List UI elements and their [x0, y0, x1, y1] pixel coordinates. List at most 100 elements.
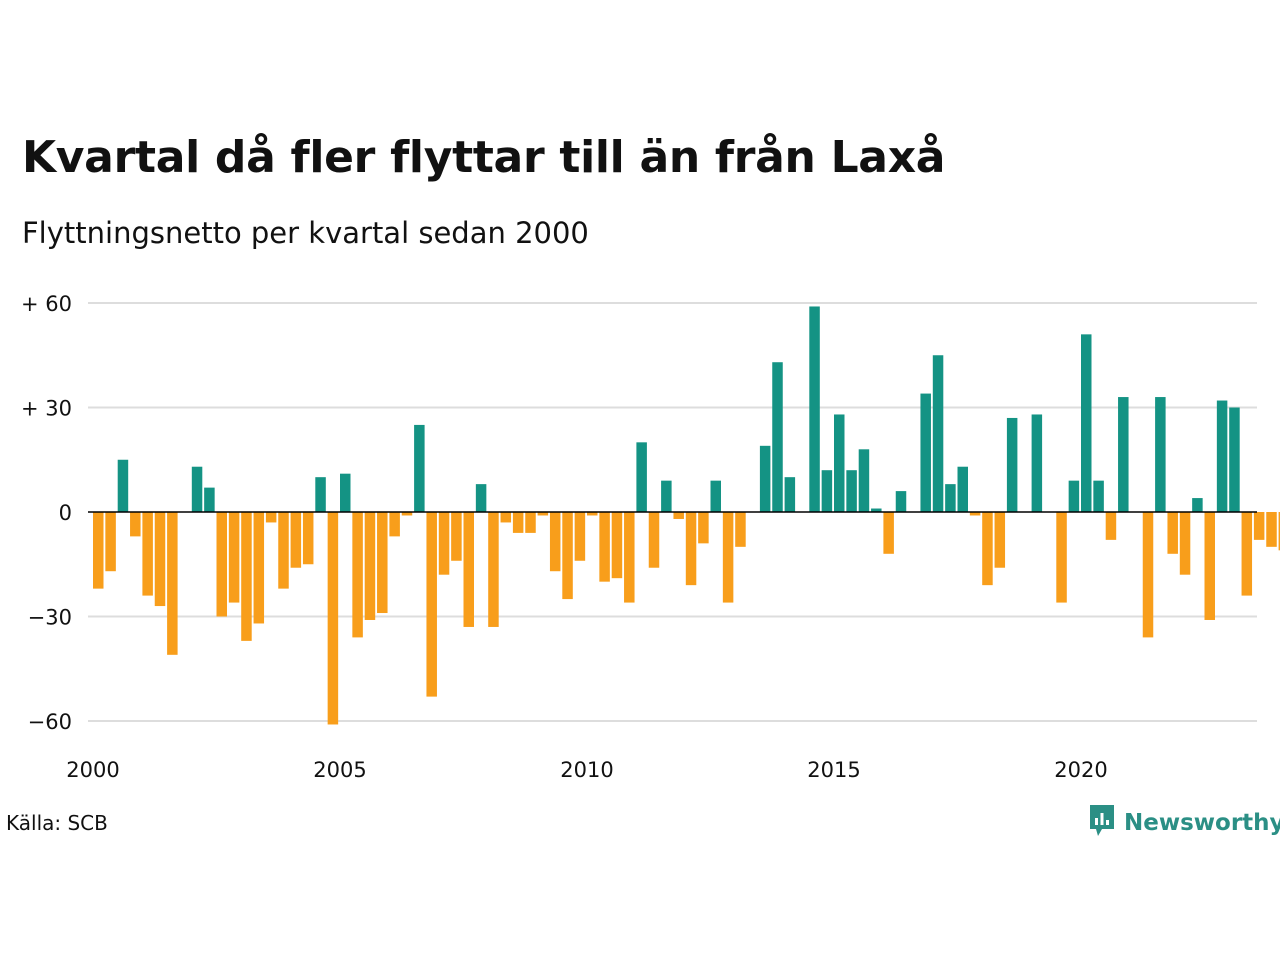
bar — [1105, 512, 1117, 540]
bar — [809, 306, 820, 512]
bar — [154, 512, 166, 607]
bar — [426, 512, 437, 697]
bar — [451, 512, 462, 561]
bar — [512, 512, 524, 533]
bar — [327, 512, 339, 725]
bar — [599, 512, 610, 582]
bar — [93, 512, 104, 589]
bar — [1278, 512, 1280, 551]
bar — [710, 480, 721, 512]
bar — [1204, 512, 1215, 620]
bar — [1253, 512, 1265, 540]
gridlines — [88, 302, 1257, 722]
bar — [562, 512, 573, 600]
bar — [1056, 512, 1067, 603]
bar — [735, 512, 746, 547]
bar — [834, 414, 845, 512]
bar — [1179, 512, 1191, 575]
chart-title: Kvartal då fler flyttar till än från Lax… — [22, 132, 946, 183]
bar — [685, 512, 697, 586]
bar — [858, 449, 870, 512]
bar — [945, 484, 956, 512]
bar — [1167, 512, 1178, 554]
y-tick-label: + 60 — [21, 292, 72, 316]
bar — [253, 512, 265, 624]
newsworthy-logo-icon — [1088, 803, 1116, 843]
y-tick-label: −30 — [28, 606, 72, 630]
bar — [722, 512, 734, 603]
bar — [117, 459, 129, 512]
bar — [167, 512, 178, 655]
bar — [1192, 498, 1203, 512]
bar — [957, 466, 968, 512]
bar — [821, 470, 833, 512]
bar — [549, 512, 561, 572]
bar — [636, 442, 647, 512]
bar — [278, 512, 289, 589]
bar — [1118, 397, 1129, 512]
bar — [784, 477, 796, 512]
y-tick-label: −60 — [28, 710, 72, 734]
bar — [1155, 397, 1166, 512]
brand-name: Newsworthy — [1124, 810, 1280, 836]
bar — [624, 512, 635, 603]
bar — [500, 512, 512, 523]
bar — [920, 393, 931, 512]
y-tick-label: + 30 — [21, 397, 72, 421]
bar — [1266, 512, 1277, 547]
x-axis-labels: 2000 2005 2010 2015 2020 — [66, 758, 1107, 782]
bar — [673, 512, 684, 519]
bar — [574, 512, 586, 561]
bar — [1093, 480, 1104, 512]
bar — [587, 512, 598, 516]
bar — [932, 355, 944, 512]
bar — [611, 512, 623, 579]
bar — [982, 512, 993, 586]
bar — [401, 512, 413, 516]
source-note: Källa: SCB — [6, 811, 108, 835]
y-axis-labels: + 60 + 30 0 −30 −60 — [21, 292, 72, 734]
bar — [142, 512, 153, 596]
bar — [994, 512, 1006, 568]
bar — [759, 445, 771, 512]
bar — [969, 512, 981, 516]
bar — [228, 512, 240, 603]
bar — [364, 512, 376, 620]
bar — [698, 512, 709, 544]
chart-subtitle: Flyttningsnetto per kvartal sedan 2000 — [22, 216, 589, 250]
bar — [871, 508, 882, 512]
bar — [438, 512, 450, 575]
bar — [846, 470, 857, 512]
x-tick-label: 2010 — [560, 758, 613, 782]
bar — [772, 362, 783, 512]
bar — [1216, 400, 1228, 512]
bar-chart: + 60 + 30 0 −30 −60 2000 2005 2010 2015 2020 — [21, 292, 1280, 782]
y-tick-label: 0 — [59, 501, 72, 525]
bar — [290, 512, 302, 568]
bar — [525, 512, 536, 533]
bar — [241, 512, 252, 641]
bar — [204, 487, 215, 512]
x-tick-label: 2015 — [807, 758, 860, 782]
bar — [1006, 417, 1018, 512]
bar — [302, 512, 314, 565]
bar — [315, 477, 326, 512]
bar — [895, 491, 907, 512]
bar — [352, 512, 363, 638]
bar — [414, 424, 425, 512]
bar — [191, 466, 203, 512]
x-tick-label: 2005 — [313, 758, 366, 782]
bar — [1229, 407, 1240, 512]
x-tick-label: 2020 — [1054, 758, 1107, 782]
bar — [389, 512, 400, 537]
bar — [105, 512, 116, 572]
brand-logo: Newsworthy — [1088, 803, 1280, 843]
bar — [340, 473, 351, 512]
bar — [475, 484, 487, 512]
bar — [1241, 512, 1253, 596]
bar — [463, 512, 474, 627]
bar — [1068, 480, 1080, 512]
bars — [93, 306, 1280, 725]
bar — [1081, 334, 1092, 512]
bar — [883, 512, 894, 554]
